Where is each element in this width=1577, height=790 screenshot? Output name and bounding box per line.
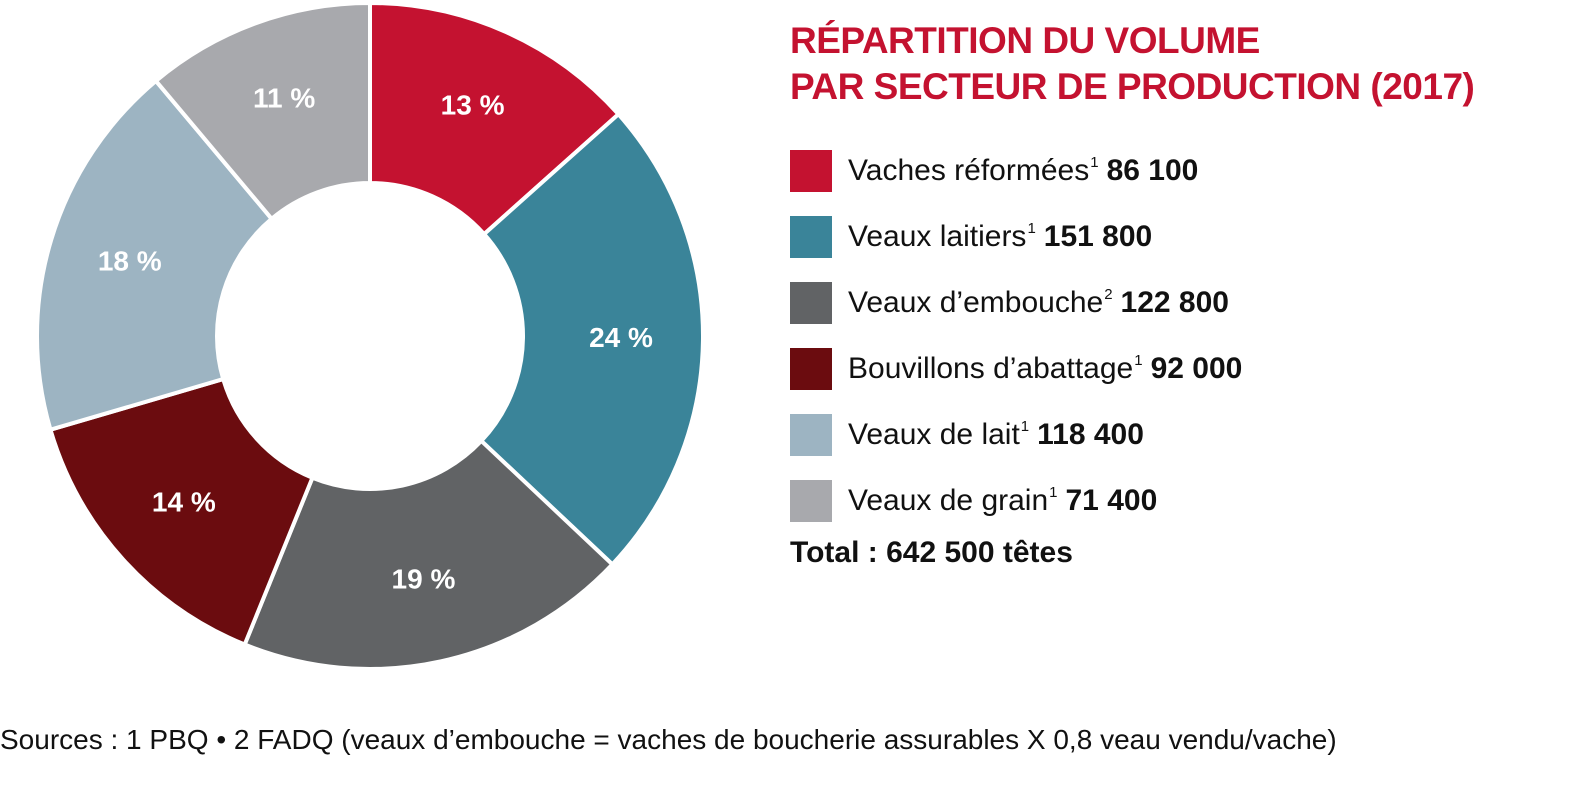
slice-percent-label: 19 %: [392, 564, 456, 595]
legend-item-bouvillons-abattage: Bouvillons d’abattage1 92 000: [790, 336, 1550, 402]
total-label: Total : 642 500 têtes: [790, 536, 1073, 569]
footnote-marker: 1: [1027, 220, 1036, 237]
donut-slice: [368, 1, 621, 237]
legend-swatch: [790, 348, 832, 390]
donut-svg: 13 % 24 % 19 % 14 % 18 % 11 %: [35, 1, 705, 671]
legend-item-veaux-laitiers: Veaux laitiers1 151 800: [790, 204, 1550, 270]
donut-slice: [242, 438, 615, 671]
legend-value: 151 800: [1043, 220, 1153, 253]
legend-value: 122 800: [1120, 286, 1229, 319]
legend-item-veaux-de-grain: Veaux de grain1 71 400: [790, 468, 1550, 534]
legend-swatch: [790, 150, 832, 192]
chart-title: RÉPARTITION DU VOLUME PAR SECTEUR DE PRO…: [790, 18, 1550, 110]
legend-swatch: [790, 216, 832, 258]
slice-percent-label: 24 %: [589, 322, 653, 353]
slice-percent-label: 14 %: [152, 487, 216, 518]
legend-value: 86 100: [1106, 154, 1199, 187]
legend-item-vaches-reformees: Vaches réformées1 86 100: [790, 138, 1550, 204]
legend-label: Veaux laitiers1: [848, 220, 1036, 253]
footnote-marker: 1: [1134, 352, 1143, 369]
donut-slice: [479, 112, 705, 567]
footnote-marker: 2: [1104, 286, 1113, 303]
donut-slice: [48, 377, 315, 647]
legend-value: 71 400: [1065, 484, 1158, 517]
slice-percent-label: 18 %: [98, 246, 162, 277]
sources-note: Sources : 1 PBQ • 2 FADQ (veaux d’embouc…: [0, 724, 1337, 755]
legend-value: 118 400: [1037, 418, 1144, 451]
legend-label: Veaux de grain1: [848, 484, 1058, 517]
legend-label: Bouvillons d’abattage1: [848, 352, 1143, 385]
legend-item-veaux-de-lait: Veaux de lait1 118 400: [790, 402, 1550, 468]
footnote-marker: 1: [1090, 154, 1099, 171]
legend-label: Veaux de lait1: [848, 418, 1030, 451]
legend-swatch: [790, 480, 832, 522]
chart-title-line-1: RÉPARTITION DU VOLUME: [790, 20, 1260, 61]
footnote-marker: 1: [1020, 418, 1030, 435]
legend-item-veaux-embouche: Veaux d’embouche2 122 800: [790, 270, 1550, 336]
donut-chart: 13 % 24 % 19 % 14 % 18 % 11 %: [0, 0, 760, 700]
donut-slice: [153, 1, 372, 221]
donut-slice: [35, 78, 274, 432]
legend-swatch: [790, 414, 832, 456]
slice-percent-label: 11 %: [253, 83, 315, 114]
slice-percent-label: 13 %: [441, 89, 505, 120]
legend-value: 92 000: [1150, 352, 1243, 385]
chart-title-line-2: PAR SECTEUR DE PRODUCTION (2017): [790, 66, 1475, 107]
legend-swatch: [790, 282, 832, 324]
footnote-marker: 1: [1049, 484, 1058, 501]
legend-label: Vaches réformées1: [848, 154, 1099, 187]
legend-label: Veaux d’embouche2: [848, 286, 1113, 319]
legend: Vaches réformées1 86 100 Veaux laitiers1…: [790, 138, 1550, 534]
